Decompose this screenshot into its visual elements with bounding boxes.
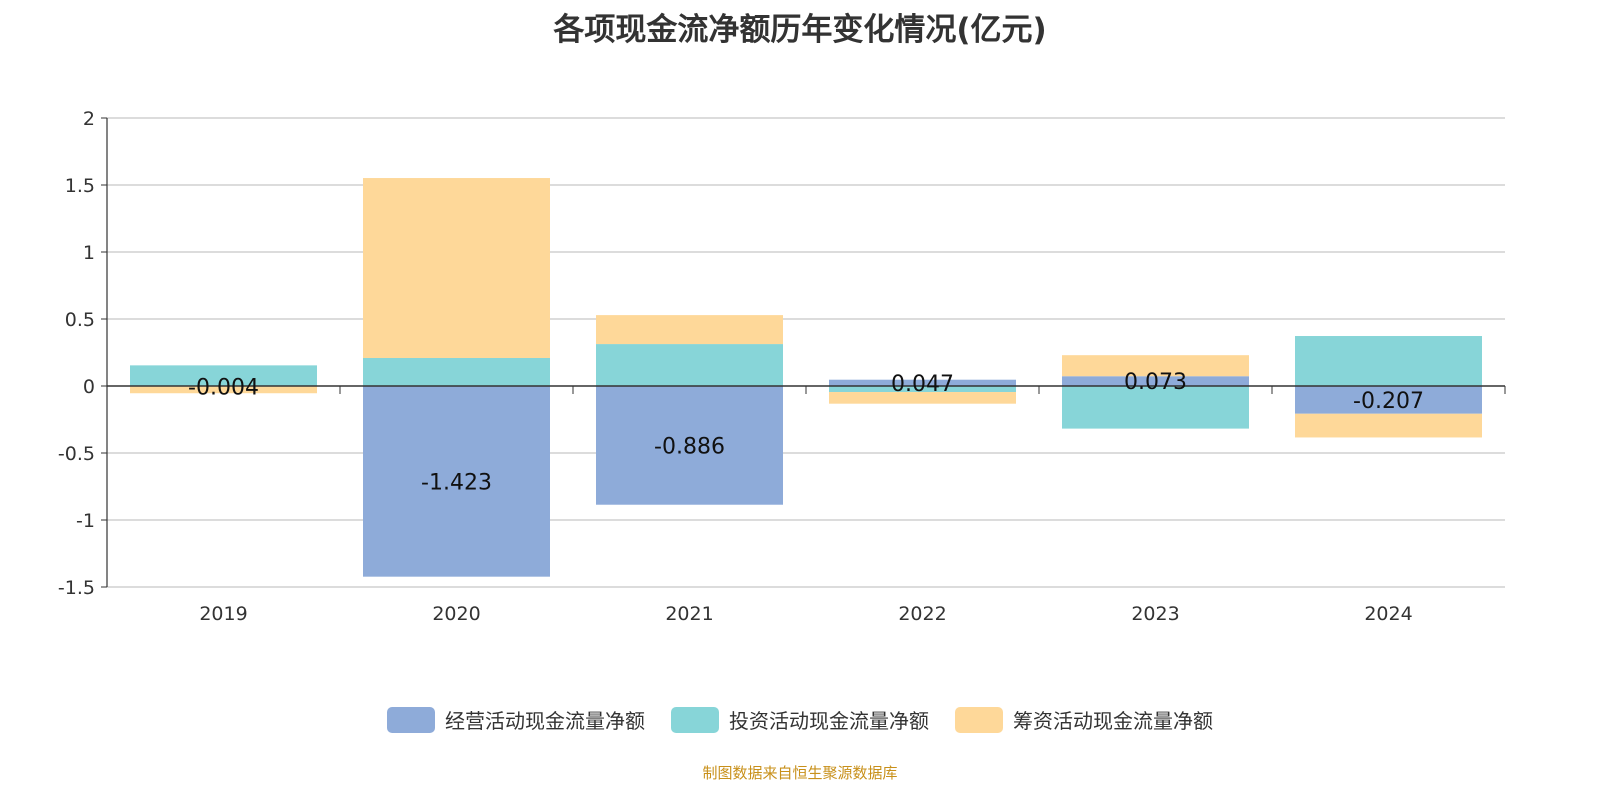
x-tick-label: 2024: [1364, 603, 1412, 625]
bar-2021-series-2: [596, 315, 783, 345]
data-label: 0.047: [891, 372, 954, 397]
y-tick-label: 2: [83, 108, 95, 130]
x-tick-label: 2019: [199, 603, 247, 625]
legend-label: 筹资活动现金流量净额: [1013, 709, 1213, 733]
x-tick-label: 2022: [898, 603, 946, 625]
x-tick-label: 2023: [1131, 603, 1179, 625]
bar-2019-series-2: [130, 386, 317, 394]
bar-2019-series-1: [130, 365, 317, 386]
legend-item-0[interactable]: 经营活动现金流量净额: [387, 705, 645, 734]
legend-item-1[interactable]: 投资活动现金流量净额: [671, 705, 929, 734]
bar-2024-series-2: [1295, 413, 1482, 438]
data-label: -0.207: [1353, 389, 1424, 414]
x-tick-label: 2021: [665, 603, 713, 625]
x-tick-label: 2020: [432, 603, 480, 625]
bar-2020-series-2: [363, 178, 550, 358]
data-label: -1.423: [421, 470, 492, 495]
bar-2021-series-1: [596, 344, 783, 386]
data-label: -0.004: [188, 375, 259, 400]
bar-2023-series-0: [1062, 376, 1249, 386]
legend-item-2[interactable]: 筹资活动现金流量净额: [955, 705, 1213, 734]
data-label: -0.886: [654, 434, 725, 459]
bar-2023-series-1: [1062, 386, 1249, 429]
chart-title: 各项现金流净额历年变化情况(亿元): [553, 12, 1047, 48]
bar-2024-series-1: [1295, 336, 1482, 386]
y-tick-label: 1: [83, 242, 95, 264]
bar-chart: 2 1.5 1 0.5 0 -0.5 -1 -1.5 2019 2020 2021 2022 2023 2…: [58, 108, 1506, 625]
bar-2022-series-0: [829, 379, 1016, 386]
bar-2020-series-1: [363, 357, 550, 386]
data-label: 0.073: [1124, 370, 1187, 395]
legend-swatch: [955, 706, 1003, 733]
bar-2022-series-2: [829, 392, 1016, 404]
y-tick-label: 0: [83, 376, 95, 398]
y-tick-label: -1: [76, 510, 95, 532]
bar-2021-series-0: [596, 386, 783, 505]
source-note: 制图数据来自恒生聚源数据库: [702, 764, 898, 782]
y-tick-label: 0.5: [65, 309, 95, 331]
bar-2024-series-0: [1295, 386, 1482, 414]
bar-2020-series-0: [363, 386, 550, 577]
y-tick-label: -1.5: [58, 577, 95, 599]
bar-2022-series-1: [829, 386, 1016, 393]
bar-2023-series-2: [1062, 355, 1249, 377]
legend: 经营活动现金流量净额 投资活动现金流量净额 筹资活动现金流量净额: [0, 705, 1600, 734]
legend-label: 投资活动现金流量净额: [729, 709, 929, 733]
legend-swatch: [671, 706, 719, 733]
legend-label: 经营活动现金流量净额: [445, 709, 645, 733]
legend-swatch: [387, 706, 435, 733]
y-tick-label: -0.5: [58, 443, 95, 465]
y-tick-label: 1.5: [65, 175, 95, 197]
